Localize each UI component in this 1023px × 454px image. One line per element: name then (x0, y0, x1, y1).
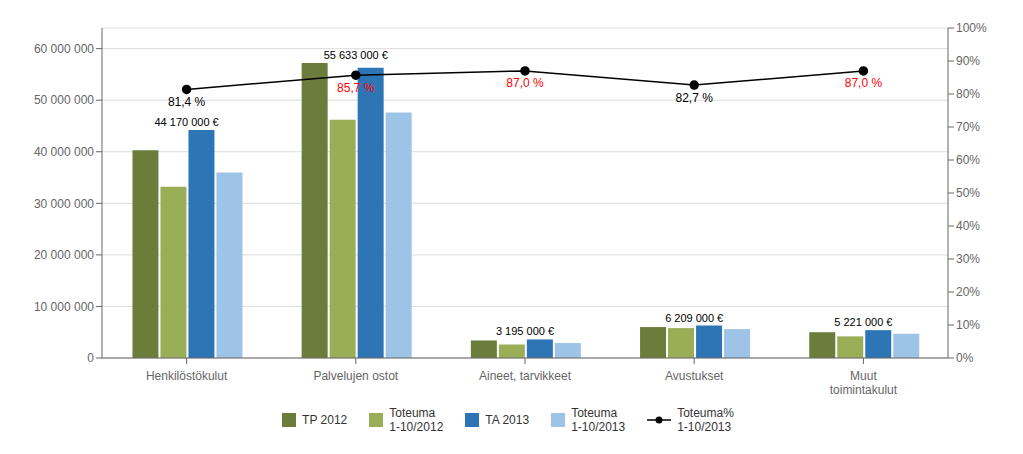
svg-text:70%: 70% (956, 120, 980, 134)
svg-text:40 000 000: 40 000 000 (34, 145, 94, 159)
svg-text:60%: 60% (956, 153, 980, 167)
svg-text:87,0 %: 87,0 % (845, 76, 883, 90)
svg-text:Muuttoimintakulut: Muuttoimintakulut (830, 369, 898, 397)
svg-text:44 170 000 €: 44 170 000 € (154, 116, 218, 128)
svg-text:Aineet, tarvikkeet: Aineet, tarvikkeet (479, 369, 572, 383)
svg-text:3 195 000 €: 3 195 000 € (496, 325, 554, 337)
svg-text:90%: 90% (956, 54, 980, 68)
html-text:Toteuma 1-10/2013: Toteuma 1-10/2013 (571, 406, 626, 434)
svg-text:20%: 20% (956, 285, 980, 299)
html-text:Toteuma% 1-10/2013: Toteuma% 1-10/2013 (677, 406, 734, 434)
svg-text:0%: 0% (956, 351, 974, 365)
svg-text:10 000 000: 10 000 000 (34, 300, 94, 314)
svg-text:40%: 40% (956, 219, 980, 233)
svg-text:20 000 000: 20 000 000 (34, 248, 94, 262)
svg-text:Palvelujen ostot: Palvelujen ostot (313, 369, 398, 383)
svg-text:Avustukset: Avustukset (665, 369, 724, 383)
svg-text:80%: 80% (956, 87, 980, 101)
svg-text:10%: 10% (956, 318, 980, 332)
svg-text:87,0 %: 87,0 % (506, 76, 544, 90)
svg-text:30 000 000: 30 000 000 (34, 197, 94, 211)
svg-text:60 000 000: 60 000 000 (34, 42, 94, 56)
svg-text:82,7 %: 82,7 % (676, 91, 714, 105)
svg-text:100%: 100% (956, 21, 987, 35)
svg-text:6 209 000 €: 6 209 000 € (665, 312, 723, 324)
svg-text:30%: 30% (956, 252, 980, 266)
svg-text:50%: 50% (956, 186, 980, 200)
html-text:TA 2013: TA 2013 (485, 413, 530, 427)
html-text:TP 2012: TP 2012 (302, 413, 348, 427)
svg-text:85,7 %: 85,7 % (337, 81, 375, 95)
svg-text:55 633 000 €: 55 633 000 € (324, 49, 388, 61)
svg-text:Henkilöstökulut: Henkilöstökulut (146, 369, 228, 383)
svg-text:5 221 000 €: 5 221 000 € (834, 316, 892, 328)
html-text:Toteuma 1-10/2012: Toteuma 1-10/2012 (389, 406, 444, 434)
svg-text:0: 0 (87, 351, 94, 365)
svg-text:50 000 000: 50 000 000 (34, 93, 94, 107)
svg-text:81,4 %: 81,4 % (168, 95, 206, 109)
